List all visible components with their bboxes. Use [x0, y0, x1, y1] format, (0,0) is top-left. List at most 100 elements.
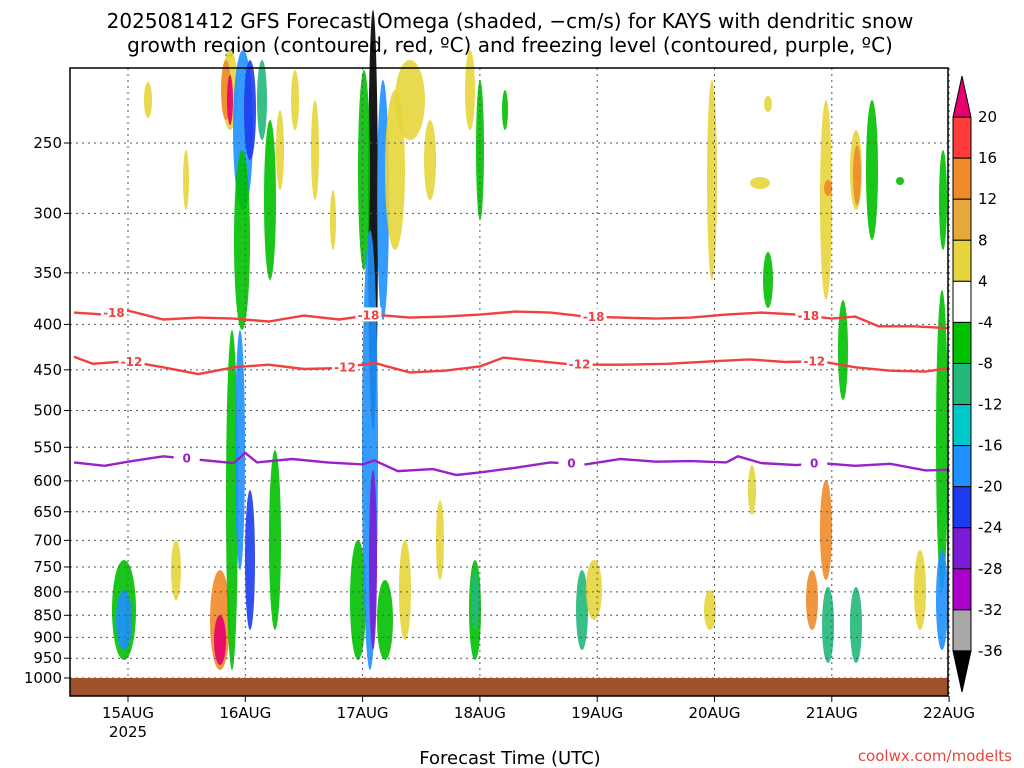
omega-shade-patch [227, 75, 233, 125]
y-tick-label: 300 [33, 204, 62, 222]
contour-label: 0 [810, 457, 818, 471]
contour-label-bg [118, 353, 145, 368]
contour-label: -18 [103, 306, 125, 320]
colorbar-label: -20 [978, 478, 1003, 496]
y-tick-label: 850 [33, 606, 62, 624]
contour-label-bg [173, 450, 200, 465]
omega-shade-patch [244, 60, 256, 160]
omega-shade-patch [763, 252, 773, 308]
omega-shade-patch [235, 330, 245, 570]
contour-label: 0 [567, 457, 575, 471]
omega-shade-patch [476, 80, 484, 220]
omega-shade-patch [330, 190, 336, 250]
y-tick-label: 450 [33, 361, 62, 379]
chart-title-line-1: 2025081412 GFS Forecast Omega (shaded, −… [107, 9, 914, 33]
contour-label-bg [558, 455, 585, 470]
omega-shade-patch [820, 100, 832, 300]
y-tick-label: 950 [33, 649, 62, 667]
colorbar-label: -8 [978, 354, 993, 372]
chart-title-line-2: growth region (contoured, red, ºC) and f… [127, 33, 893, 57]
y-tick-label: 500 [33, 402, 62, 420]
omega-shade-patch [853, 145, 861, 205]
temperature-contours: -18 -18 -18 -18 -12 -12 -12 -12 0 0 0 [73, 305, 950, 477]
omega-shade-patch [936, 550, 948, 650]
omega-shade-patch [276, 110, 284, 190]
colorbar-label: -28 [978, 560, 1003, 578]
contour-label: -18 [583, 310, 605, 324]
omega-shade-patch [838, 300, 848, 400]
contour-label-bg [355, 307, 382, 322]
colorbar-bin [952, 527, 972, 570]
omega-shade-patch [116, 590, 132, 650]
omega-shade-patch [358, 70, 370, 270]
colorbar-label: 4 [978, 272, 988, 290]
contour-label-bg [100, 305, 127, 320]
omega-shade-patch [226, 330, 238, 670]
contour-label: -12 [569, 358, 591, 372]
colorbar-label: 16 [978, 149, 997, 167]
colorbar-bin [952, 362, 972, 406]
colorbar-bin [952, 116, 972, 159]
omega-shade-patch [465, 50, 475, 130]
contour-label: -18 [358, 308, 380, 322]
y-tick-label: 350 [33, 264, 62, 282]
omega-shade-patch [502, 90, 508, 130]
colorbar-label: 12 [978, 190, 997, 208]
omega-shade-patch [369, 470, 377, 650]
omega-shade-patch [866, 100, 878, 240]
omega-shade-patch [234, 150, 250, 330]
colorbar-bin [952, 486, 972, 529]
colorbar-bin [952, 609, 972, 652]
colorbar-bin [952, 198, 972, 241]
omega-shade-patch [183, 150, 189, 210]
colorbar-label: -4 [978, 313, 993, 331]
contour-label-bg [580, 308, 607, 323]
colorbar-label: -16 [978, 437, 1003, 455]
contour-label: -12 [334, 360, 356, 374]
x-tick-label: 16AUG [219, 704, 271, 722]
colorbar-bin [952, 157, 972, 200]
contour-label-bg [566, 356, 593, 371]
ground-surface [69, 67, 949, 697]
y-tick-label: 550 [33, 438, 62, 456]
omega-shade-patch [822, 587, 834, 663]
omega-shade-patch [707, 80, 717, 280]
omega-shade-patch [939, 150, 947, 250]
omega-shade-patch [291, 70, 299, 130]
x-tick-label: 21AUG [806, 704, 858, 722]
colorbar-label: -36 [978, 642, 1003, 660]
grid-lines [70, 68, 950, 696]
colorbar-bin [952, 650, 972, 693]
contour-label: -12 [803, 354, 825, 368]
colorbar-bin [952, 321, 972, 364]
colorbar-label: -12 [978, 396, 1003, 414]
omega-shade-patch [436, 500, 444, 580]
omega-shade-patch [576, 570, 588, 650]
contour-label-bg [795, 307, 822, 322]
omega-shade-patch [748, 465, 756, 515]
omega-shade-patch [245, 490, 255, 630]
contour-label-bg [801, 455, 828, 470]
omega-shade-patch [214, 615, 226, 665]
omega-shade-patch [914, 550, 926, 630]
y-tick-label: 900 [33, 628, 62, 646]
omega-shade-patch [264, 120, 276, 280]
contour-label-bg [332, 359, 359, 374]
colorbar-bin [952, 75, 972, 118]
contour-label: -12 [121, 355, 143, 369]
omega-shade-patch [257, 60, 267, 140]
y-tick-label: 750 [33, 558, 62, 576]
colorbar-bin [952, 568, 972, 611]
credit-link[interactable]: coolwx.com/modelts [858, 747, 1012, 765]
x-tick-label: 18AUG [454, 704, 506, 722]
x-tick-label: 15AUG [102, 704, 154, 722]
x-axis-label: Forecast Time (UTC) [419, 748, 600, 768]
colorbar-label: 20 [978, 108, 997, 126]
omega-shade-patch [395, 60, 425, 140]
omega-shade-patch [586, 560, 602, 620]
y-tick-label: 600 [33, 472, 62, 490]
y-tick-label: 700 [33, 531, 62, 549]
plot-frame [69, 67, 949, 697]
y-tick-label: 650 [33, 503, 62, 521]
